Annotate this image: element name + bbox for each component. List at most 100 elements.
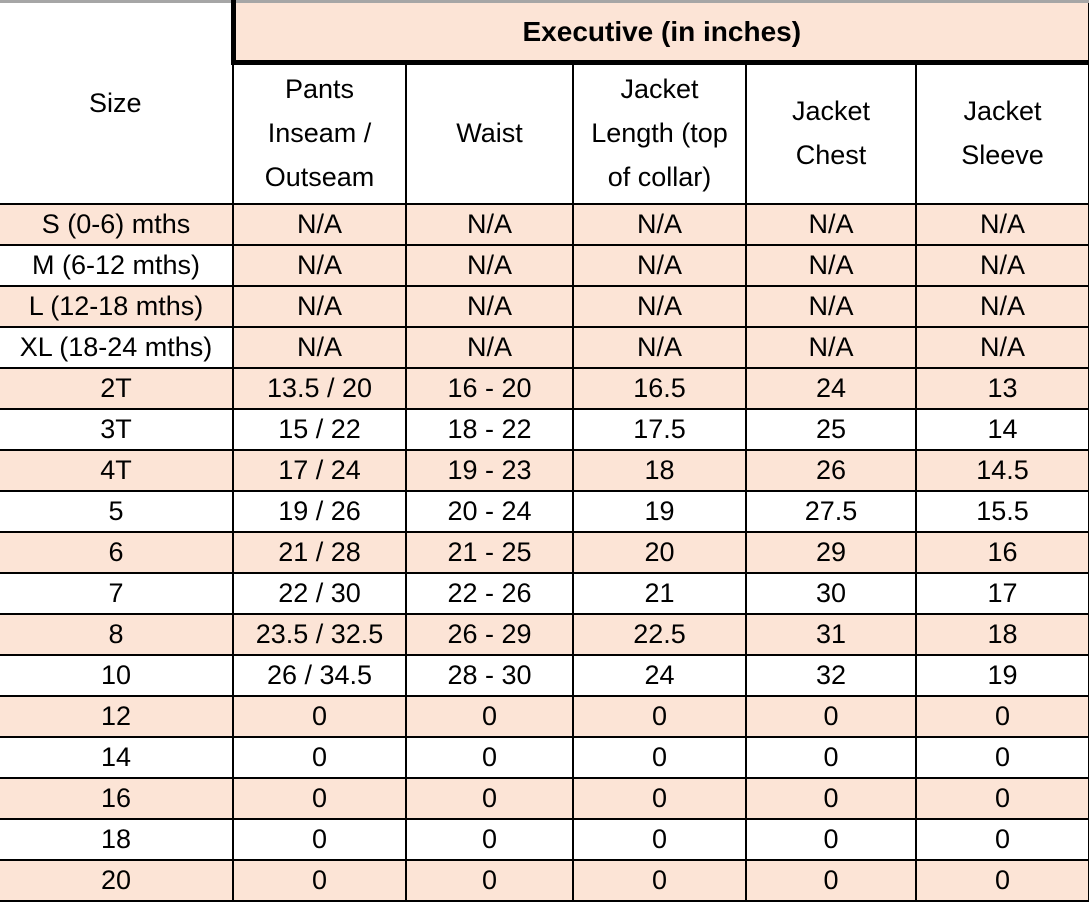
- value-cell: 0: [405, 736, 574, 779]
- value-cell: 0: [914, 777, 1089, 820]
- size-cell: 2T: [0, 367, 234, 410]
- group-header: Executive (in inches): [230, 1, 1089, 65]
- value-cell: 15 / 22: [232, 408, 407, 451]
- value-cell: N/A: [405, 203, 574, 246]
- value-cell: 28 - 30: [405, 654, 574, 697]
- value-cell: 27.5: [745, 490, 917, 533]
- table-row: 2T 13.5 / 20 16 - 20 16.5 24 13: [0, 367, 1089, 410]
- column-header-jacket-chest: Jacket Chest: [745, 61, 917, 205]
- value-cell: 18: [914, 613, 1089, 656]
- value-cell: N/A: [572, 203, 747, 246]
- table-row: 6 21 / 28 21 - 25 20 29 16: [0, 531, 1089, 574]
- value-cell: 26: [745, 449, 917, 492]
- value-cell: N/A: [745, 285, 917, 328]
- group-header-row: Size Executive (in inches): [0, 1, 1089, 205]
- size-cell: 14: [0, 736, 234, 779]
- value-cell: 0: [745, 777, 917, 820]
- value-cell: N/A: [405, 244, 574, 287]
- value-cell: 32: [745, 654, 917, 697]
- size-cell: 5: [0, 490, 234, 533]
- table-row: 14 0 0 0 0 0: [0, 736, 1089, 779]
- value-cell: 0: [232, 777, 407, 820]
- table-row: 20 0 0 0 0 0: [0, 859, 1089, 902]
- value-cell: 0: [572, 695, 747, 738]
- value-cell: 18 - 22: [405, 408, 574, 451]
- value-cell: N/A: [572, 244, 747, 287]
- value-cell: 17.5: [572, 408, 747, 451]
- value-cell: 29: [745, 531, 917, 574]
- value-cell: 14.5: [914, 449, 1089, 492]
- value-cell: 0: [405, 695, 574, 738]
- value-cell: 0: [745, 736, 917, 779]
- value-cell: 0: [572, 859, 747, 902]
- value-cell: N/A: [232, 285, 407, 328]
- value-cell: N/A: [405, 285, 574, 328]
- value-cell: 21 / 28: [232, 531, 407, 574]
- value-cell: N/A: [232, 244, 407, 287]
- value-cell: 15.5: [914, 490, 1089, 533]
- value-cell: 17: [914, 572, 1089, 615]
- value-cell: 20: [572, 531, 747, 574]
- value-cell: 0: [572, 777, 747, 820]
- size-cell: 8: [0, 613, 234, 656]
- value-cell: N/A: [745, 203, 917, 246]
- table-row: 3T 15 / 22 18 - 22 17.5 25 14: [0, 408, 1089, 451]
- value-cell: N/A: [572, 285, 747, 328]
- value-cell: 18: [572, 449, 747, 492]
- value-cell: N/A: [405, 326, 574, 369]
- size-cell: 16: [0, 777, 234, 820]
- value-cell: 13: [914, 367, 1089, 410]
- value-cell: N/A: [232, 326, 407, 369]
- value-cell: 20 - 24: [405, 490, 574, 533]
- table-row: 4T 17 / 24 19 - 23 18 26 14.5: [0, 449, 1089, 492]
- size-cell: S (0-6) mths: [0, 203, 234, 246]
- table-row: L (12-18 mths) N/A N/A N/A N/A N/A: [0, 285, 1089, 328]
- value-cell: N/A: [572, 326, 747, 369]
- value-cell: 26 - 29: [405, 613, 574, 656]
- value-cell: N/A: [914, 203, 1089, 246]
- table-body: S (0-6) mths N/A N/A N/A N/A N/A M (6-12 mths)…: [0, 203, 1089, 902]
- value-cell: 0: [572, 818, 747, 861]
- table-row: S (0-6) mths N/A N/A N/A N/A N/A: [0, 203, 1089, 246]
- value-cell: 21 - 25: [405, 531, 574, 574]
- value-cell: 0: [914, 859, 1089, 902]
- value-cell: N/A: [232, 203, 407, 246]
- value-cell: 22 / 30: [232, 572, 407, 615]
- value-cell: 17 / 24: [232, 449, 407, 492]
- size-cell: XL (18-24 mths): [0, 326, 234, 369]
- value-cell: 26 / 34.5: [232, 654, 407, 697]
- value-cell: 16.5: [572, 367, 747, 410]
- table-row: 16 0 0 0 0 0: [0, 777, 1089, 820]
- size-cell: 7: [0, 572, 234, 615]
- size-cell: 18: [0, 818, 234, 861]
- value-cell: 25: [745, 408, 917, 451]
- table-row: M (6-12 mths) N/A N/A N/A N/A N/A: [0, 244, 1089, 287]
- value-cell: N/A: [745, 244, 917, 287]
- value-cell: 23.5 / 32.5: [232, 613, 407, 656]
- value-cell: 0: [405, 859, 574, 902]
- value-cell: 0: [232, 695, 407, 738]
- value-cell: 24: [745, 367, 917, 410]
- value-cell: N/A: [745, 326, 917, 369]
- table-row: 7 22 / 30 22 - 26 21 30 17: [0, 572, 1089, 615]
- value-cell: 13.5 / 20: [232, 367, 407, 410]
- value-cell: 24: [572, 654, 747, 697]
- value-cell: N/A: [914, 326, 1089, 369]
- size-cell: 20: [0, 859, 234, 902]
- value-cell: 0: [232, 736, 407, 779]
- size-cell: L (12-18 mths): [0, 285, 234, 328]
- value-cell: 0: [405, 818, 574, 861]
- size-column-header: Size: [0, 1, 234, 205]
- value-cell: N/A: [914, 244, 1089, 287]
- value-cell: 0: [914, 695, 1089, 738]
- value-cell: 16 - 20: [405, 367, 574, 410]
- value-cell: 19 - 23: [405, 449, 574, 492]
- value-cell: 22.5: [572, 613, 747, 656]
- value-cell: 0: [914, 818, 1089, 861]
- table-row: 10 26 / 34.5 28 - 30 24 32 19: [0, 654, 1089, 697]
- value-cell: 0: [745, 859, 917, 902]
- value-cell: 0: [745, 818, 917, 861]
- size-cell: 4T: [0, 449, 234, 492]
- column-header-jacket-sleeve: Jacket Sleeve: [914, 61, 1089, 205]
- value-cell: 0: [572, 736, 747, 779]
